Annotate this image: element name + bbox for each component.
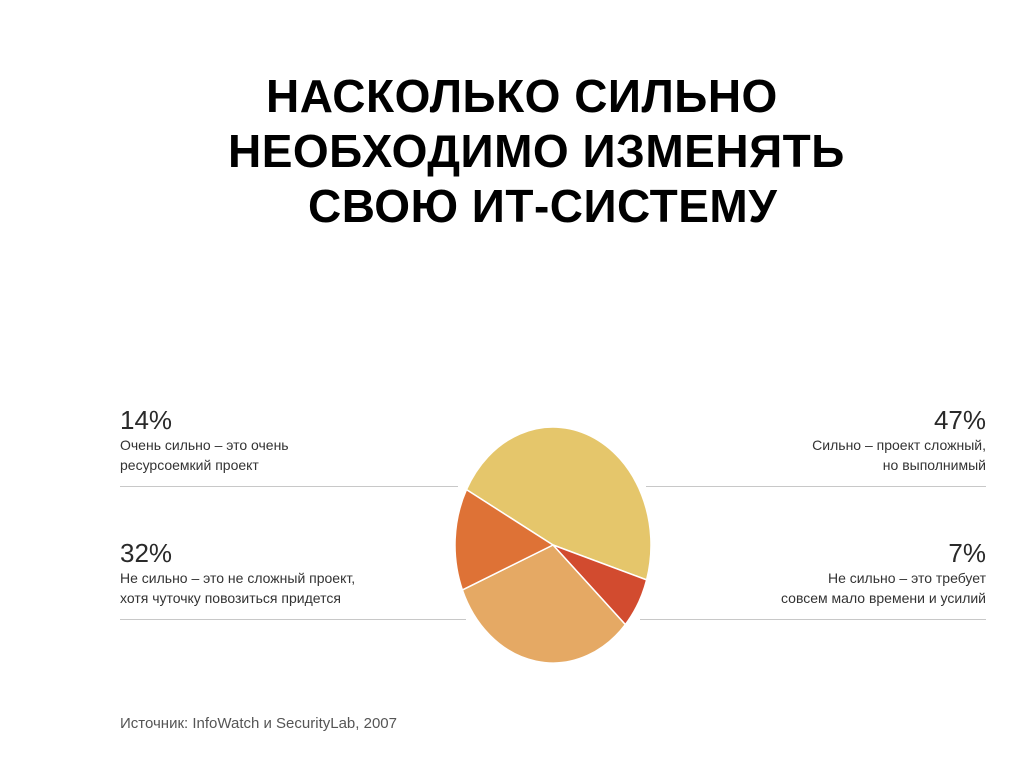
- slice-percent-47: 47%: [933, 405, 986, 435]
- pie-slice-very-strong: [454, 488, 554, 591]
- pie-slice-strong: [465, 426, 652, 581]
- chart-title-line-1: НАСКОЛЬКО СИЛЬНО: [266, 70, 778, 122]
- chart-title-line-2: НЕОБХОДИМО ИЗМЕНЯТЬ: [228, 125, 845, 177]
- label-divider: [120, 486, 458, 487]
- slice-description-line: совсем мало времени и усилий: [781, 590, 986, 606]
- slice-description-line: но выполнимый: [882, 457, 986, 473]
- slice-label-strong: 47% Сильно – проект сложный, но выполним…: [660, 405, 986, 475]
- pie-chart: [454, 426, 652, 664]
- slice-description-line: Сильно – проект сложный,: [812, 437, 986, 453]
- label-divider: [640, 619, 986, 620]
- chart-title-line-3: СВОЮ ИТ-СИСТЕМУ: [308, 180, 778, 232]
- slice-percent-7: 7%: [948, 538, 986, 568]
- pie-slice-not-complex: [461, 544, 627, 664]
- slice-description-line: Не сильно – это требует: [827, 570, 986, 586]
- slice-label-not-strong-little-effort: 7% Не сильно – это требует совсем мало в…: [660, 538, 986, 608]
- slice-description-line: Не сильно – это не сложный проект,: [120, 570, 356, 586]
- slice-label-very-strong: 14% Очень сильно – это очень ресурсоемки…: [120, 405, 420, 475]
- label-divider: [120, 619, 466, 620]
- slice-percent-14: 14%: [120, 405, 173, 435]
- source-note: Источник: InfoWatch и SecurityLab, 2007: [120, 715, 397, 732]
- slice-description-line: хотя чуточку повозиться придется: [120, 590, 341, 606]
- slice-description-line: ресурсоемкий проект: [120, 457, 259, 473]
- slice-percent-32: 32%: [120, 538, 173, 568]
- slice-label-not-strong-easy: 32% Не сильно – это не сложный проект, х…: [120, 538, 450, 608]
- slice-description-line: Очень сильно – это очень: [120, 437, 289, 453]
- label-divider: [646, 486, 986, 487]
